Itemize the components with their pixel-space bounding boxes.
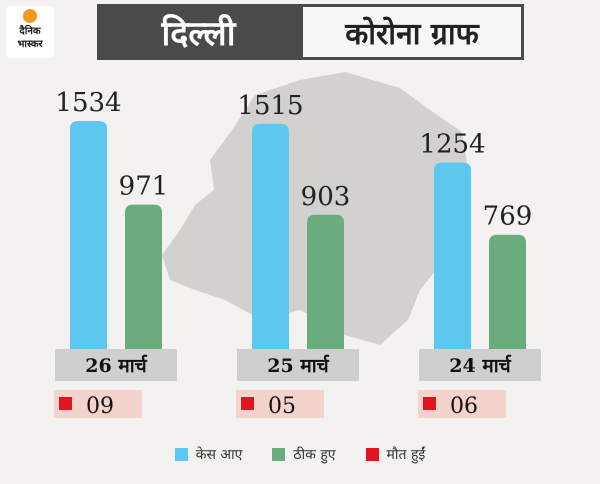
deaths-value-label: 05 (268, 394, 296, 419)
title-graph: कोरोना ग्राफ (300, 4, 524, 60)
bar-cases (70, 121, 107, 349)
legend-label-cases: केस आए (195, 447, 243, 463)
date-box (237, 349, 359, 381)
deaths-marker-square (241, 397, 254, 410)
value-label-recovered: 769 (483, 202, 533, 232)
legend-swatch-cases (174, 448, 188, 461)
date-label: 25 मार्च (267, 354, 329, 377)
bar-cases (252, 123, 289, 349)
value-label-recovered: 903 (301, 182, 351, 212)
deaths-marker-square (59, 397, 72, 410)
bar-recovered (489, 234, 526, 349)
deaths-value-label: 06 (450, 394, 478, 419)
deaths-marker-square (423, 397, 436, 410)
legend-label-deaths: मौत हुईं (386, 447, 426, 463)
legend-label-recovered: ठीक हुए (293, 447, 336, 463)
bar-recovered (125, 204, 162, 349)
value-label-cases: 1515 (237, 91, 303, 121)
value-label-cases: 1534 (55, 88, 121, 118)
date-box (419, 349, 541, 381)
value-label-recovered: 971 (119, 172, 169, 202)
legend-swatch-recovered (272, 448, 286, 461)
legend: केस आए ठीक हुए मौत हुईं (0, 445, 600, 464)
legend-item-deaths: मौत हुईं (365, 445, 426, 464)
logo-text-line2: भास्कर (17, 39, 43, 50)
bar-cases (434, 162, 471, 349)
legend-swatch-deaths (365, 448, 379, 461)
legend-item-cases: केस आए (174, 445, 243, 464)
logo-text-line1: दैनिक (19, 26, 41, 37)
sun-icon (23, 9, 37, 23)
dainik-bhaskar-logo: दैनिक भास्कर (6, 6, 54, 58)
title-city: दिल्ली (97, 4, 300, 60)
bar-recovered (307, 214, 344, 349)
date-box (55, 349, 177, 381)
date-label: 26 मार्च (85, 354, 147, 377)
deaths-value-label: 09 (86, 394, 114, 419)
legend-item-recovered: ठीक हुए (272, 445, 336, 464)
value-label-cases: 1254 (419, 130, 485, 160)
date-label: 24 मार्च (449, 354, 511, 377)
